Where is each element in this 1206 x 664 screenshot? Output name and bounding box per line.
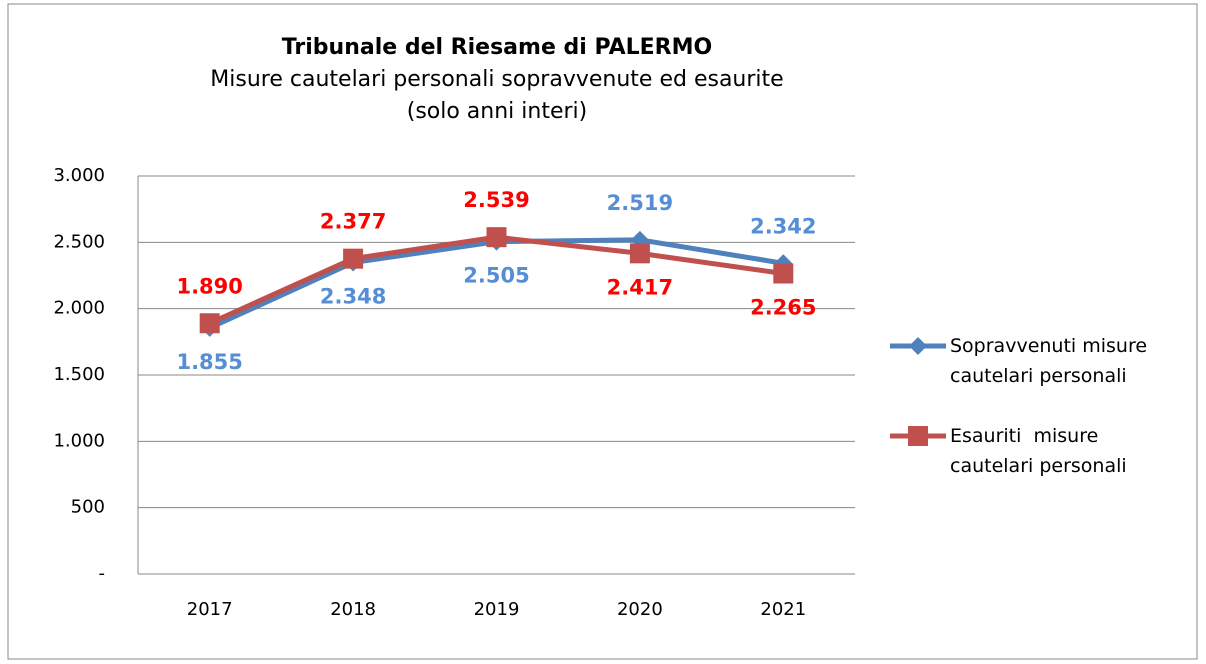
marker <box>199 313 220 334</box>
y-tick-label: 500 <box>71 497 105 518</box>
x-tick-label: 2021 <box>760 599 806 620</box>
chart-title: Tribunale del Riesame di PALERMO <box>282 35 712 60</box>
marker <box>343 248 364 269</box>
y-tick-label: 2.500 <box>53 231 105 252</box>
data-label: 2.265 <box>750 296 816 320</box>
legend-label: Sopravvenuti misure cautelari personali <box>950 335 1154 387</box>
x-tick-label: 2019 <box>474 599 520 620</box>
data-label: 2.505 <box>463 264 529 288</box>
data-label: 2.342 <box>750 214 816 238</box>
y-tick-label: 2.000 <box>53 298 105 319</box>
legend-label: Esauriti misure cautelari personali <box>950 425 1127 477</box>
y-tick-label: - <box>99 563 106 584</box>
marker <box>629 243 650 264</box>
chart-subtitle: Misure cautelari personali sopravvenute … <box>210 67 783 92</box>
chart-subtitle: (solo anni interi) <box>407 99 588 124</box>
marker <box>773 263 794 284</box>
marker <box>909 337 927 355</box>
y-tick-label: 3.000 <box>53 165 105 186</box>
x-tick-label: 2020 <box>617 599 663 620</box>
x-tick-label: 2017 <box>187 599 233 620</box>
data-label: 1.890 <box>176 274 242 298</box>
data-label: 2.377 <box>320 210 386 234</box>
data-label: 2.519 <box>607 191 673 215</box>
marker <box>486 227 507 248</box>
data-label: 2.348 <box>320 284 386 308</box>
y-tick-label: 1.500 <box>53 364 105 385</box>
x-tick-label: 2018 <box>330 599 376 620</box>
marker <box>908 426 928 446</box>
data-label: 2.417 <box>607 275 673 299</box>
data-label: 2.539 <box>463 188 529 212</box>
y-tick-label: 1.000 <box>53 430 105 451</box>
data-label: 1.855 <box>176 350 242 374</box>
